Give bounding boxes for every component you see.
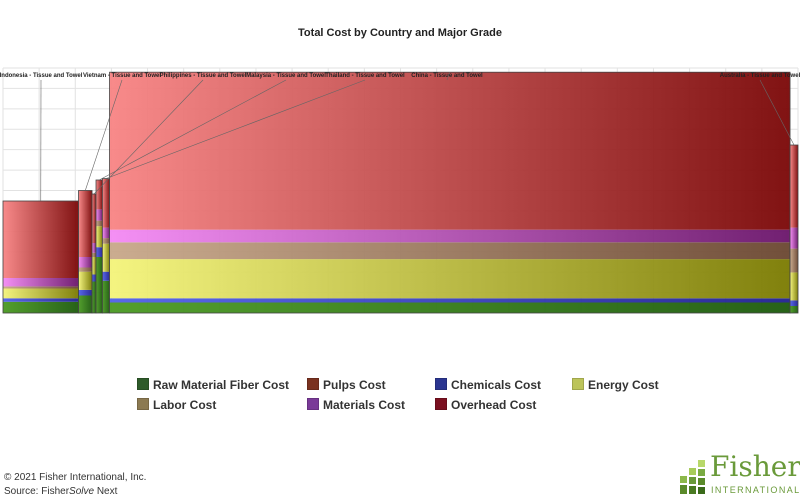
- legend-item-overhead-cost: Overhead Cost: [435, 398, 536, 412]
- segment-energy-cost: [102, 243, 110, 272]
- segment-overhead-cost: [78, 190, 93, 257]
- country-label: Indonesia - Tissue and Towel: [0, 73, 83, 79]
- segment-overhead-cost: [92, 194, 97, 243]
- bar-china-tissue-and-towel: [109, 71, 791, 314]
- segment-overhead-cost: [3, 201, 79, 278]
- marimekko-chart: Indonesia - Tissue and Towel Vietnam - Ti…: [0, 67, 800, 314]
- bar-philippines-tissue-and-towel: [91, 193, 97, 314]
- leader-line: [759, 79, 795, 146]
- country-label: China - Tissue and Towel: [411, 73, 483, 79]
- segment-raw-material-fiber-cost: [102, 280, 110, 313]
- logo-subtitle: INTERNATIONAL: [711, 485, 800, 495]
- legend-swatch: [307, 378, 319, 390]
- segment-materials-cost: [109, 229, 791, 243]
- leader-line: [446, 72, 451, 81]
- bar-thailand-tissue-and-towel: [101, 178, 110, 314]
- country-label: Thailand - Tissue and Towel: [325, 73, 405, 79]
- segment-chemicals-cost: [790, 300, 798, 306]
- segment-labor-cost: [96, 220, 103, 227]
- segment-materials-cost: [102, 227, 110, 239]
- leader-line: [105, 79, 366, 179]
- leader-line: [99, 79, 287, 181]
- segment-overhead-cost: [96, 180, 103, 210]
- segment-chemicals-cost: [78, 289, 93, 296]
- chart-title: Total Cost by Country and Major Grade: [298, 27, 502, 39]
- legend-swatch: [307, 398, 319, 410]
- segment-chemicals-cost: [3, 298, 79, 302]
- segment-energy-cost: [3, 288, 79, 299]
- country-label: Philippines - Tissue and Towel: [160, 73, 247, 79]
- segment-raw-material-fiber-cost: [109, 302, 791, 313]
- bar-vietnam-tissue-and-towel: [78, 190, 93, 314]
- segment-chemicals-cost: [96, 247, 103, 257]
- segment-labor-cost: [3, 286, 79, 289]
- country-label: Australia - Tissue and Towel: [720, 73, 800, 79]
- legend-swatch: [435, 398, 447, 410]
- source-prefix: Source: Fisher: [4, 486, 70, 497]
- fisher-logo: Fisher INTERNATIONAL: [678, 450, 800, 496]
- segment-overhead-cost: [109, 72, 791, 230]
- bars: [2, 71, 799, 314]
- country-labels: Indonesia - Tissue and Towel Vietnam - Ti…: [0, 72, 800, 202]
- segment-materials-cost: [96, 209, 103, 221]
- segment-overhead-cost: [102, 178, 110, 228]
- legend-item-chemicals-cost: Chemicals Cost: [435, 378, 541, 392]
- segment-labor-cost: [109, 242, 791, 260]
- legend-label: Chemicals Cost: [451, 378, 542, 392]
- segment-raw-material-fiber-cost: [3, 301, 79, 313]
- legend-label: Raw Material Fiber Cost: [153, 378, 290, 392]
- source-italic: Solve: [69, 486, 95, 497]
- leader-line: [93, 79, 204, 195]
- leader-line: [84, 79, 123, 191]
- legend-item-pulps-cost: Pulps Cost: [307, 378, 386, 392]
- bar-indonesia-tissue-and-towel: [2, 200, 79, 314]
- segment-materials-cost: [78, 257, 93, 268]
- legend-item-raw-material-fiber-cost: Raw Material Fiber Cost: [137, 378, 289, 392]
- legend-item-materials-cost: Materials Cost: [307, 398, 405, 412]
- segment-labor-cost: [102, 238, 110, 244]
- segment-raw-material-fiber-cost: [790, 306, 798, 313]
- segment-raw-material-fiber-cost: [96, 257, 103, 313]
- legend-swatch: [572, 378, 584, 390]
- segment-energy-cost: [109, 259, 791, 299]
- segment-labor-cost: [790, 248, 798, 273]
- segment-materials-cost: [790, 227, 798, 249]
- segment-overhead-cost: [790, 145, 798, 228]
- legend-label: Materials Cost: [323, 398, 406, 412]
- segment-raw-material-fiber-cost: [78, 295, 93, 313]
- segment-materials-cost: [3, 278, 79, 287]
- legend-item-energy-cost: Energy Cost: [572, 378, 659, 392]
- segment-energy-cost: [96, 226, 103, 248]
- source-text: Source: FisherSolve Next: [4, 486, 117, 497]
- segment-energy-cost: [78, 271, 93, 290]
- legend-swatch: [137, 378, 149, 390]
- source-suffix: Next: [94, 486, 118, 497]
- segment-energy-cost: [92, 257, 97, 275]
- legend-label: Pulps Cost: [323, 378, 386, 392]
- segment-labor-cost: [78, 267, 93, 272]
- legend-label: Energy Cost: [588, 378, 659, 392]
- legend-label: Labor Cost: [153, 398, 217, 412]
- country-label: Malaysia - Tissue and Towel: [246, 73, 326, 79]
- legend-item-labor-cost: Labor Cost: [137, 398, 216, 412]
- segment-chemicals-cost: [109, 298, 791, 303]
- logo-mark-icon: [680, 460, 705, 494]
- legend-swatch: [137, 398, 149, 410]
- segment-energy-cost: [790, 272, 798, 301]
- segment-labor-cost: [92, 252, 97, 257]
- segment-raw-material-fiber-cost: [92, 281, 97, 313]
- segment-materials-cost: [92, 243, 97, 253]
- legend-swatch: [435, 378, 447, 390]
- country-label: Vietnam - Tissue and Towel: [83, 73, 161, 79]
- segment-chemicals-cost: [102, 271, 110, 281]
- logo-wordmark: Fisher: [710, 450, 800, 483]
- bar-malaysia-tissue-and-towel: [95, 179, 103, 314]
- segment-chemicals-cost: [92, 274, 97, 282]
- copyright-text: © 2021 Fisher International, Inc.: [4, 472, 147, 483]
- legend-label: Overhead Cost: [451, 398, 537, 412]
- bar-australia-tissue-and-towel: [789, 144, 799, 314]
